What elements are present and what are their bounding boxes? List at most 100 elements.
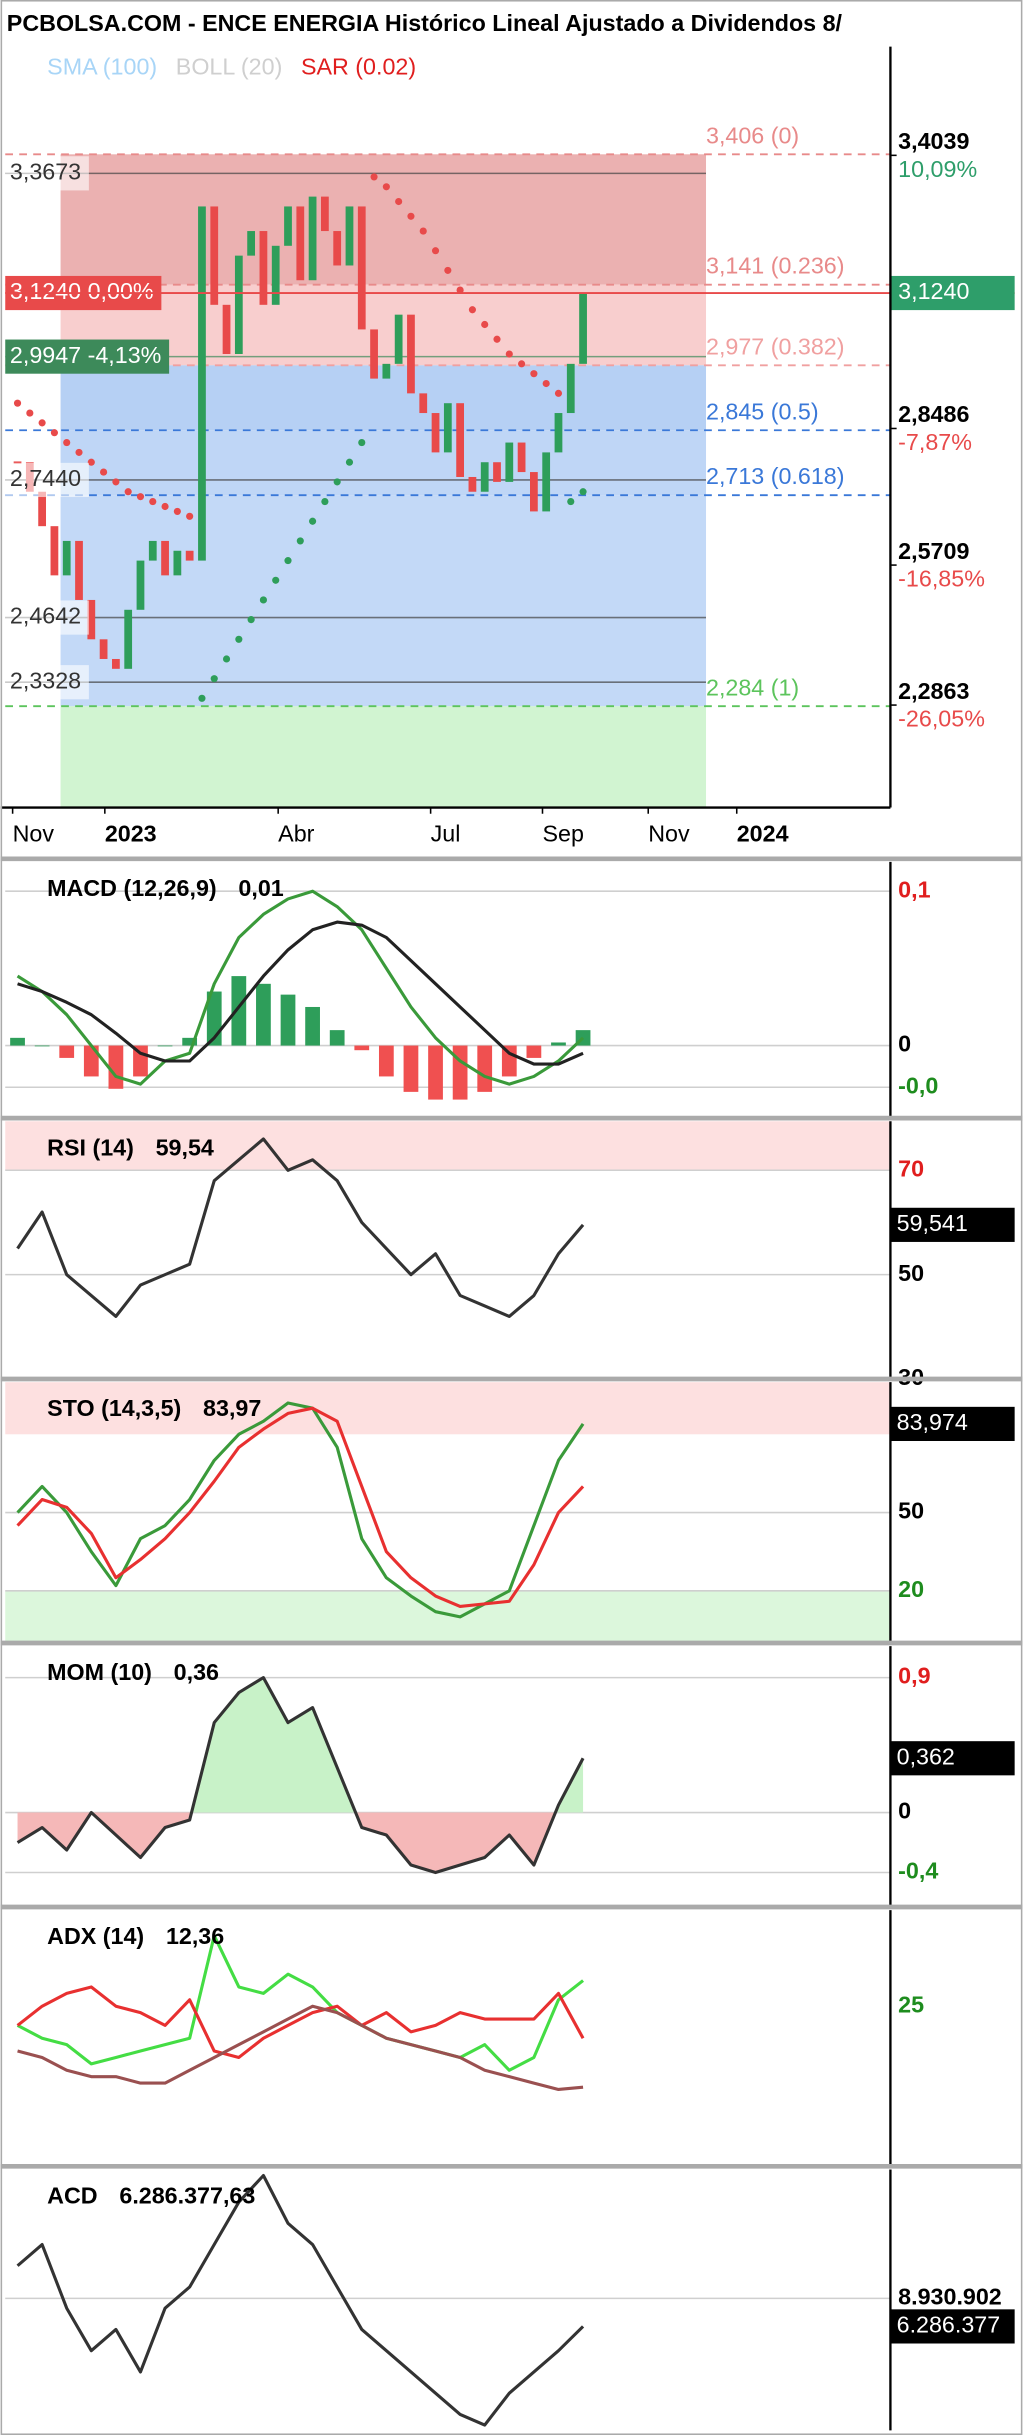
sar-dot — [63, 438, 71, 447]
candle — [173, 550, 182, 576]
panel — [5, 2173, 891, 2427]
sar-dot — [395, 197, 403, 206]
sar-dot — [173, 507, 181, 515]
sar-dot — [13, 399, 22, 407]
area-positive — [17, 1677, 584, 1813]
histogram-bar — [231, 976, 247, 1046]
x-tick-label: Abr — [278, 821, 314, 847]
sar-dot — [87, 458, 95, 466]
last-value-label: 0,362 — [897, 1743, 955, 1769]
indicator-label: RSI (14) — [47, 1134, 134, 1160]
sar-dot — [493, 335, 501, 343]
y-tick-label: 8.930.902 — [898, 2284, 1002, 2310]
band — [5, 1382, 891, 1435]
histogram-bar — [452, 1045, 468, 1100]
candle — [530, 472, 538, 512]
last-value-label: 6.286.377 — [897, 2312, 1001, 2338]
area-negative — [17, 1812, 556, 1873]
indicator-label: STO (14,3,5) — [47, 1395, 181, 1421]
y-tick-label: 20 — [898, 1576, 924, 1602]
candle — [198, 206, 206, 561]
x-tick-label: Nov — [648, 821, 690, 847]
indicator-label: MOM (10) — [47, 1659, 152, 1685]
candle — [394, 314, 403, 364]
candle — [308, 196, 317, 281]
sar-dot — [407, 212, 415, 220]
candle — [136, 560, 145, 610]
sar-dot — [518, 360, 526, 368]
candle — [185, 550, 194, 561]
sar-dot — [284, 557, 292, 565]
sar-dot — [75, 448, 83, 456]
candle — [271, 245, 280, 305]
indicator-reading: 0,01 — [238, 875, 283, 901]
x-tick-label: 2024 — [737, 821, 789, 847]
y-tick-change: 10,09% — [898, 156, 977, 182]
sar-dot — [456, 286, 464, 294]
fib-zone — [60, 706, 707, 808]
candle — [321, 196, 329, 232]
sar-dot — [124, 488, 132, 496]
candle — [370, 329, 378, 379]
sar-dot — [100, 468, 108, 476]
sar-dot — [309, 517, 317, 525]
sar-dot — [382, 183, 390, 191]
sar-dot — [149, 498, 157, 506]
sar-dot — [468, 306, 476, 314]
candle — [554, 413, 563, 453]
sar-dot — [481, 320, 489, 329]
candle — [419, 393, 428, 414]
indicator-line — [16, 1934, 585, 2072]
sar-dot — [50, 429, 58, 437]
candle — [517, 442, 526, 473]
candle — [579, 293, 587, 364]
sar-dot — [567, 498, 575, 506]
indicator-reading: 6.286.377,63 — [119, 2183, 255, 2209]
indicator-label: ACD — [47, 2183, 97, 2209]
sar-dot — [296, 537, 304, 545]
level-box — [5, 339, 170, 374]
histogram-bar — [551, 1042, 566, 1046]
fib-zone — [60, 154, 707, 285]
candle — [161, 540, 169, 576]
x-tick-label: Jul — [431, 821, 461, 847]
candle — [87, 599, 96, 640]
legend-entry: BOLL (20) — [176, 53, 283, 79]
histogram-bar — [10, 1037, 25, 1046]
indicator-label: MACD (12,26,9) — [47, 875, 216, 901]
histogram-bar — [403, 1045, 419, 1092]
panel — [5, 1382, 891, 1644]
y-tick-label: 50 — [898, 1498, 924, 1524]
candle — [431, 413, 440, 453]
fib-label: 2,977 (0.382) — [706, 333, 845, 359]
indicator-reading: 59,54 — [156, 1134, 214, 1160]
candle — [407, 314, 415, 394]
y-tick-label: 70 — [898, 1155, 924, 1181]
sar-dot — [272, 576, 280, 584]
fib-label: 2,713 (0.618) — [706, 463, 845, 489]
histogram-bar — [157, 1045, 173, 1047]
level-box — [5, 462, 89, 498]
indicator-line — [17, 2004, 584, 2092]
candle — [333, 231, 342, 266]
y-tick-change: -16,85% — [898, 566, 985, 592]
sar-dot — [358, 438, 366, 447]
sar-dot — [235, 635, 243, 643]
sar-dot — [198, 694, 206, 702]
indicator-line — [16, 1676, 585, 1875]
histogram-bar — [329, 1030, 345, 1046]
candle — [456, 403, 465, 477]
candle — [148, 540, 157, 561]
y-tick-change: -7,87% — [898, 429, 972, 455]
sar-dot — [554, 389, 563, 397]
indicator-reading: 83,97 — [203, 1395, 261, 1421]
candle — [296, 206, 305, 281]
indicator-reading: 12,36 — [166, 1923, 224, 1949]
last-value-label: 59,541 — [897, 1210, 968, 1236]
last-value-label: 83,974 — [897, 1409, 968, 1435]
histogram-bar — [354, 1045, 370, 1051]
last-value-box — [890, 2309, 1015, 2344]
sar-dot — [530, 370, 538, 378]
x-tick-label: 2023 — [105, 821, 157, 847]
